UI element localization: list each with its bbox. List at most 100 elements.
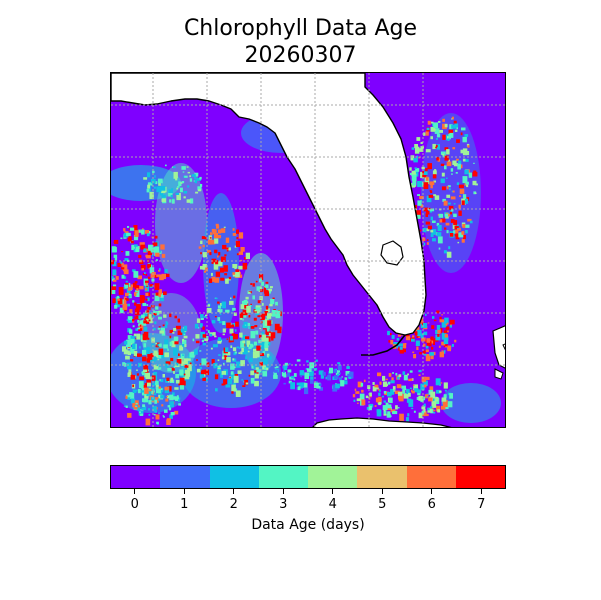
data-age-speck (304, 372, 310, 379)
data-age-speck (218, 252, 221, 256)
data-age-speck (157, 343, 160, 347)
data-age-speck (223, 379, 227, 386)
data-age-speck (446, 149, 450, 155)
data-age-speck (232, 334, 238, 340)
data-age-speck (235, 240, 240, 247)
data-age-speck (270, 286, 273, 289)
data-age-speck (140, 244, 146, 250)
data-age-speck (133, 271, 139, 278)
data-age-speck (383, 410, 387, 414)
data-age-speck (406, 388, 410, 395)
data-age-speck (151, 391, 154, 395)
data-age-speck (259, 278, 262, 283)
data-age-speck (187, 364, 192, 372)
data-age-speck (283, 370, 285, 373)
data-age-speck (175, 192, 180, 195)
data-age-speck (213, 344, 218, 348)
data-age-speck (313, 382, 318, 388)
data-age-speck (389, 397, 393, 404)
data-age-speck (446, 186, 449, 190)
data-age-speck (256, 371, 259, 375)
data-age-speck (138, 254, 142, 259)
data-age-speck (433, 122, 438, 129)
data-age-speck (377, 372, 382, 377)
data-age-speck (387, 330, 390, 336)
data-age-speck (412, 335, 415, 338)
data-age-speck (256, 286, 261, 291)
data-age-speck (435, 397, 439, 402)
data-age-speck (453, 213, 457, 218)
data-age-speck (423, 331, 428, 336)
data-age-speck (161, 194, 166, 198)
data-age-speck (421, 406, 426, 410)
data-age-speck (296, 386, 299, 390)
data-age-speck (439, 319, 444, 323)
data-age-speck (413, 354, 417, 359)
data-age-speck (143, 339, 147, 343)
data-age-speck (123, 276, 127, 279)
data-age-speck (174, 315, 177, 319)
data-age-speck (226, 247, 230, 250)
data-age-speck (443, 338, 449, 344)
data-age-speck (232, 347, 237, 352)
data-age-speck (258, 334, 262, 338)
data-age-speck (442, 198, 446, 202)
data-age-speck (390, 388, 395, 395)
data-age-speck (449, 233, 454, 237)
data-age-speck (158, 294, 161, 297)
data-age-speck (117, 298, 120, 301)
data-age-speck (137, 327, 140, 330)
data-age-speck (151, 272, 156, 277)
data-age-speck (283, 382, 286, 385)
data-age-speck (454, 129, 458, 132)
data-age-speck (176, 359, 182, 364)
data-age-speck (300, 375, 302, 378)
data-age-speck (458, 184, 464, 189)
data-age-speck (449, 319, 455, 325)
data-age-speck (458, 210, 462, 216)
data-age-speck (448, 129, 453, 134)
data-age-speck (178, 381, 184, 386)
data-age-speck (147, 337, 150, 340)
data-age-speck (175, 396, 179, 401)
data-age-speck (143, 343, 147, 348)
data-age-speck (259, 327, 262, 329)
data-age-speck (439, 351, 444, 358)
data-age-speck (205, 314, 208, 317)
data-age-speck (414, 167, 418, 169)
data-age-speck (462, 224, 466, 228)
data-age-speck (398, 395, 403, 400)
data-age-speck (414, 144, 418, 149)
data-age-speck (211, 359, 215, 364)
data-age-specks (111, 116, 478, 426)
data-age-speck (142, 302, 147, 307)
data-age-speck (163, 416, 165, 418)
data-age-speck (416, 210, 421, 217)
data-age-speck (179, 369, 184, 376)
data-age-speck (425, 354, 431, 362)
data-age-speck (261, 337, 266, 342)
data-age-speck (344, 377, 348, 380)
data-age-speck (139, 353, 142, 357)
data-age-speck (464, 169, 469, 175)
data-age-speck (139, 320, 143, 325)
data-age-speck (196, 318, 201, 323)
data-age-speck (198, 246, 202, 249)
data-age-speck (155, 259, 158, 261)
data-age-speck (261, 281, 264, 286)
data-age-speck (159, 274, 164, 281)
data-age-speck (240, 304, 246, 309)
data-age-speck (156, 364, 159, 367)
data-age-speck (157, 178, 163, 184)
data-age-speck (374, 405, 377, 407)
data-age-speck (181, 361, 185, 366)
data-age-speck (419, 352, 422, 355)
data-age-speck (158, 316, 162, 320)
data-age-speck (113, 254, 118, 258)
data-age-speck (458, 160, 462, 165)
data-age-speck (410, 378, 413, 381)
data-age-speck (189, 352, 195, 358)
data-age-speck (446, 251, 452, 258)
data-age-speck (436, 222, 440, 227)
data-age-speck (228, 276, 232, 280)
